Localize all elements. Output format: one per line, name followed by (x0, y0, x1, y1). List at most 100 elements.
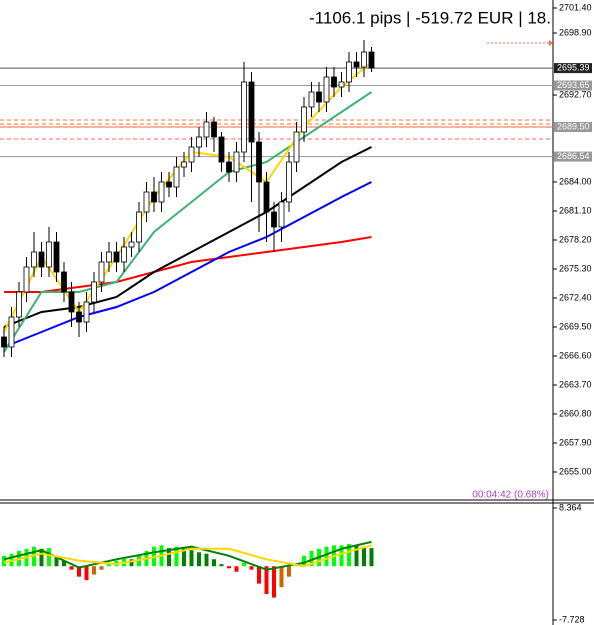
candle-body (233, 151, 240, 173)
indicator-line (3, 181, 372, 348)
candle-body (278, 201, 285, 228)
candle-body (256, 141, 262, 183)
histogram-bar (204, 553, 209, 567)
candle-body (166, 181, 172, 188)
histogram-bar (92, 566, 96, 575)
y-tick-label: 2681.10 (559, 205, 592, 215)
candle-body (203, 121, 210, 138)
candle-body (91, 281, 97, 303)
y-tick-label: 2701.40 (559, 2, 592, 12)
candle-body (263, 181, 270, 213)
candle-body (128, 241, 135, 248)
candle-body (181, 161, 187, 168)
histogram-bar (287, 566, 291, 577)
y-tick-label: 2657.90 (559, 437, 592, 447)
candle-body (353, 61, 360, 68)
y-tick-label: 2698.90 (559, 27, 592, 37)
histogram-bar (54, 555, 59, 567)
histogram-bar (129, 559, 134, 567)
y-tick-label: 2669.50 (559, 321, 592, 331)
candle-body (211, 121, 217, 138)
candle-body (136, 211, 142, 243)
indicator-line (3, 146, 372, 328)
histogram-bar (354, 545, 359, 567)
histogram-bar (2, 555, 6, 567)
target-arrow (549, 40, 553, 46)
y-tick-label: -7.728 (559, 614, 585, 624)
candle-body (196, 136, 202, 148)
candle-body (331, 76, 337, 88)
histogram-bar (324, 546, 329, 567)
price-level-label: 2693.65 (557, 80, 590, 90)
histogram-bar (219, 564, 224, 567)
candle-body (173, 166, 180, 188)
histogram-bar (99, 566, 104, 570)
histogram-bar (84, 566, 89, 581)
y-tick-label: 2678.20 (559, 234, 592, 244)
y-tick-label: 2692.70 (559, 89, 592, 99)
candle-body (38, 251, 45, 268)
histogram-bar (234, 566, 239, 572)
candle-body (1, 336, 7, 348)
histogram-bar (39, 548, 44, 567)
histogram-bar (272, 566, 276, 598)
histogram-bar (227, 566, 231, 569)
y-tick-label: 8.364 (559, 502, 582, 512)
y-tick-label: 2684.00 (559, 176, 592, 186)
candle-body (61, 271, 67, 293)
y-tick-label: 2663.70 (559, 379, 592, 389)
y-tick-label: 2666.60 (559, 350, 592, 360)
histogram-bar (182, 548, 186, 567)
y-tick-label: 2672.40 (559, 292, 592, 302)
candle-body (308, 91, 315, 108)
price-level-box (554, 122, 592, 132)
histogram-bar (339, 545, 344, 567)
candle-body (151, 191, 157, 203)
histogram-bar (174, 546, 179, 567)
candle-body (293, 131, 300, 163)
candle-body (68, 291, 75, 313)
candle-body (226, 161, 232, 173)
histogram-bar (167, 548, 171, 567)
histogram-bar (309, 550, 314, 567)
timer-text: 00:04:42 (0.68%) (472, 490, 549, 501)
candle-body (53, 241, 60, 273)
candle-body (188, 146, 195, 163)
candle-body (16, 291, 22, 318)
histogram-bar (362, 546, 366, 567)
histogram-bar (369, 548, 374, 567)
histogram-bar (197, 552, 201, 567)
indicator-line (3, 540, 372, 571)
candle-body (241, 81, 247, 153)
plot-background (0, 0, 553, 625)
price-level-box (554, 63, 592, 74)
histogram-bar (69, 566, 74, 570)
candle-body (121, 246, 127, 263)
histogram-bar (302, 555, 306, 567)
histogram-bar (249, 566, 254, 570)
candle-body (271, 211, 277, 228)
y-tick-label: 2660.80 (559, 408, 592, 418)
price-level-box (554, 80, 592, 91)
candle-body (361, 51, 367, 68)
histogram-bar (62, 560, 66, 567)
candle-body (106, 251, 112, 263)
price-level-label: 2686.54 (557, 151, 590, 161)
candle-body (46, 241, 52, 268)
price-level-label: 2695.39 (557, 62, 590, 72)
candle-body (286, 161, 292, 203)
candle-body (218, 136, 225, 163)
y-tick-label: 2675.30 (559, 263, 592, 273)
candle-body (346, 61, 352, 83)
histogram-bar (212, 559, 216, 567)
histogram-bar (257, 566, 261, 584)
candle-body (76, 311, 82, 323)
candle-body (113, 251, 120, 263)
candle-body (158, 181, 165, 203)
histogram-bar (77, 566, 81, 577)
candle-body (98, 261, 105, 283)
histogram-bar (47, 548, 51, 567)
indicator-line (3, 544, 372, 568)
histogram-bar (347, 543, 351, 567)
price-level-label: 2689.50 (557, 121, 590, 131)
